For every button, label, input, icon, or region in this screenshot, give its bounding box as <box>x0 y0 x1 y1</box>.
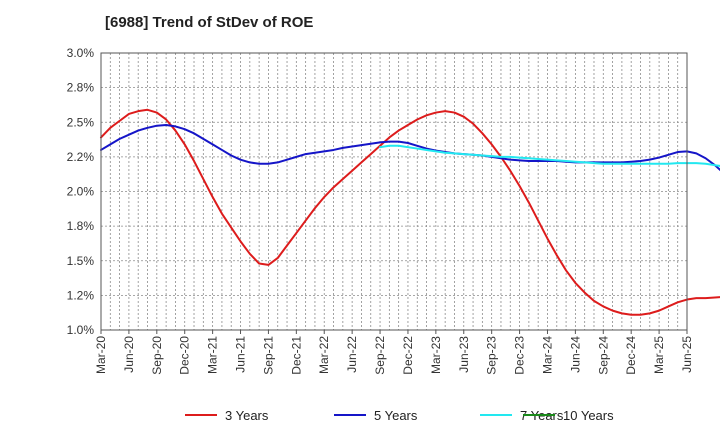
x-tick-label: Dec-24 <box>624 336 638 375</box>
series-line-3-years <box>100 108 720 316</box>
x-tick-label: Sep-22 <box>373 336 387 375</box>
legend-label: 5 Years <box>374 408 418 423</box>
plot-border <box>100 52 688 331</box>
x-tick-label: Dec-20 <box>178 336 192 375</box>
x-tick-label: Sep-21 <box>261 336 275 375</box>
grid <box>101 53 687 330</box>
x-tick-label: Mar-20 <box>94 336 108 374</box>
x-tick-label: Jun-20 <box>122 336 136 373</box>
x-tick-label: Mar-21 <box>206 336 220 374</box>
x-tick-label: Jun-21 <box>234 336 248 373</box>
x-tick-label: Dec-22 <box>401 336 415 375</box>
x-tick-label: Sep-20 <box>150 336 164 375</box>
x-tick-label: Jun-22 <box>345 336 359 373</box>
y-tick-label: 2.5% <box>67 115 95 129</box>
legend-label: 10 Years <box>563 408 614 423</box>
x-tick-label: Mar-23 <box>429 336 443 374</box>
y-tick-label: 3.0% <box>67 46 95 60</box>
x-tick-label: Mar-24 <box>540 336 554 374</box>
x-tick-label: Jun-24 <box>568 336 582 373</box>
series-line-7-years <box>379 144 720 167</box>
y-tick-label: 2.8% <box>67 81 95 95</box>
chart-title: [6988] Trend of StDev of ROE <box>105 14 314 31</box>
series-line-5-years <box>100 124 720 172</box>
y-tick-label: 2.0% <box>67 185 95 199</box>
x-tick-label: Mar-22 <box>317 336 331 374</box>
series-lines <box>100 108 720 316</box>
y-tick-label: 1.5% <box>67 254 95 268</box>
x-tick-label: Jun-25 <box>680 336 694 373</box>
x-tick-label: Dec-21 <box>289 336 303 375</box>
x-tick-label: Mar-25 <box>652 336 666 374</box>
y-tick-label: 2.2% <box>67 150 95 164</box>
x-tick-label: Dec-23 <box>513 336 527 375</box>
y-tick-label: 1.0% <box>67 323 95 337</box>
y-tick-label: 1.2% <box>67 288 95 302</box>
x-tick-label: Sep-23 <box>485 336 499 375</box>
legend: 3 Years 5 Years 7 Years 10 Years <box>185 408 614 423</box>
x-tick-label: Sep-24 <box>596 336 610 375</box>
axes: 1.0% 1.2% 1.5% 1.8% 2.0% 2.2% 2.5% 2.8% 3.0% Mar-… <box>67 46 694 375</box>
y-tick-label: 1.8% <box>67 219 95 233</box>
legend-label: 3 Years <box>225 408 269 423</box>
x-tick-label: Jun-23 <box>457 336 471 373</box>
